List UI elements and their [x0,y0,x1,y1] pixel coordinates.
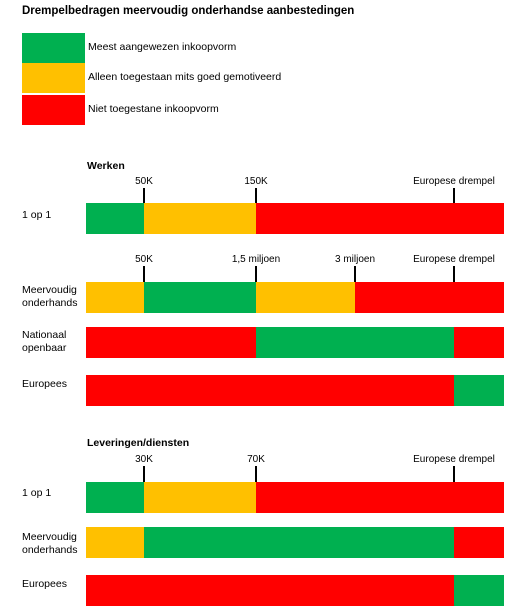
tick-label: 70K [247,454,265,465]
bar-segment [86,282,144,313]
tick-label: Europese drempel [413,454,495,465]
bar-segment [86,375,144,406]
tick-label: 3 miljoen [334,254,376,265]
tick-mark [143,466,145,482]
bar-row [86,575,504,606]
bar-row [86,282,504,313]
bar-segment [144,327,256,358]
bar-segment [86,575,144,606]
bar-segment [86,482,144,513]
row-label: 1 op 1 [22,487,52,499]
row-label: Nationaal openbaar [22,329,67,354]
bar-segment [144,482,256,513]
bar-row [86,327,504,358]
tick-mark [255,266,257,282]
row-label: Meervoudig onderhands [22,284,78,309]
legend-swatch [22,33,85,63]
bar-segment [454,482,504,513]
bar-segment [454,203,504,234]
tick-mark [354,266,356,282]
tick-label: 50K [135,176,153,187]
tick-mark [453,188,455,203]
row-label: Europees [22,378,67,390]
bar-segment [86,527,144,558]
bar-segment [454,527,504,558]
legend-label: Alleen toegestaan mits goed gemotiveerd [88,71,282,83]
bar-segment [355,375,454,406]
bar-row [86,203,504,234]
tick-mark [255,188,257,203]
section-title: Werken [87,160,125,172]
row-label: Meervoudig onderhands [22,531,78,556]
bar-segment [256,282,355,313]
tick-label: 150K [244,176,268,187]
bar-segment [355,282,454,313]
tick-mark [255,466,257,482]
tick-label: 1,5 miljoen [231,254,281,265]
bar-segment [256,375,355,406]
bar-segment [144,575,256,606]
bar-segment [256,482,454,513]
bar-segment [454,282,504,313]
bar-segment [144,375,256,406]
tick-mark [453,466,455,482]
bar-segment [86,203,144,234]
legend-label: Niet toegestane inkoopvorm [88,103,219,115]
bar-segment [144,203,256,234]
legend-label: Meest aangewezen inkoopvorm [88,41,237,53]
row-label: Europees [22,578,67,590]
bar-segment [144,527,256,558]
tick-mark [143,188,145,203]
bar-segment [256,203,454,234]
row-label: 1 op 1 [22,209,52,221]
bar-row [86,375,504,406]
tick-label: 50K [135,254,153,265]
bar-segment [256,527,454,558]
legend-swatch [22,95,85,125]
tick-label: Europese drempel [413,254,495,265]
bar-segment [454,575,504,606]
legend-swatch [22,63,85,93]
bar-row [86,527,504,558]
tick-mark [143,266,145,282]
bar-row [86,482,504,513]
bar-segment [454,375,504,406]
bar-segment [256,575,454,606]
bar-segment [355,327,454,358]
bar-segment [454,327,504,358]
chart-title: Drempelbedragen meervoudig onderhandse a… [22,5,355,17]
tick-mark [453,266,455,282]
bar-segment [86,327,144,358]
tick-label: Europese drempel [413,176,495,187]
tick-label: 30K [135,454,153,465]
section-title: Leveringen/diensten [87,437,190,449]
bar-segment [144,282,256,313]
bar-segment [256,327,355,358]
